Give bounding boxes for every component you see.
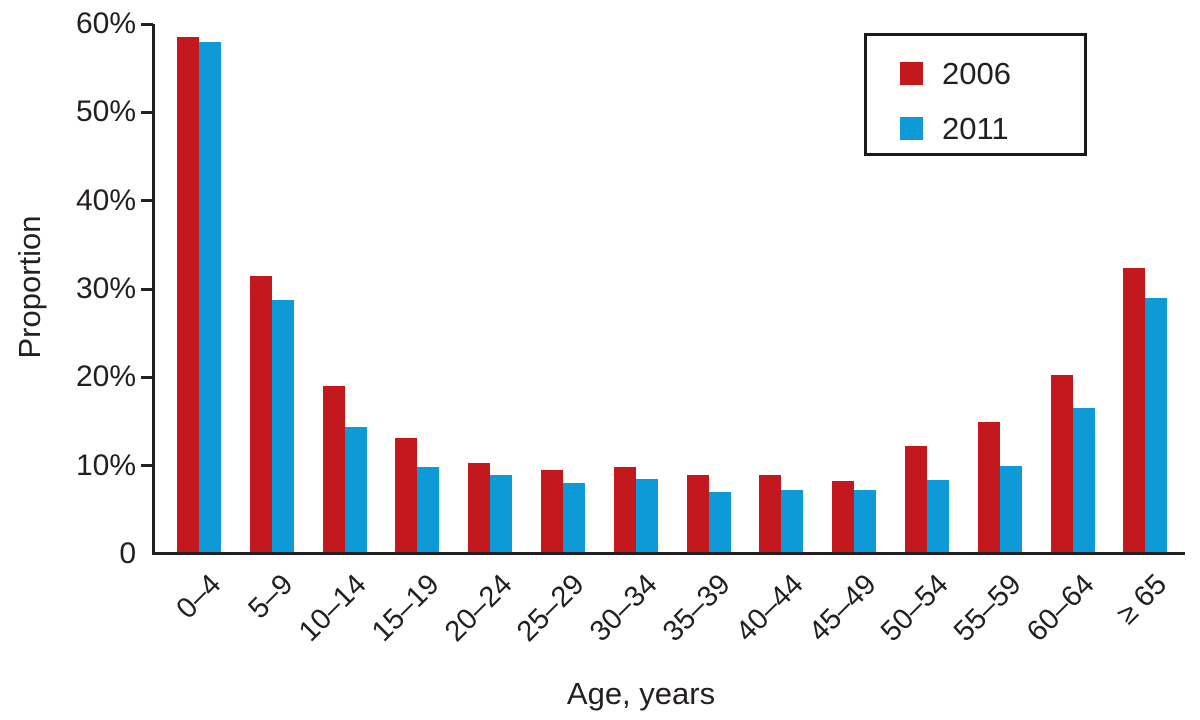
- y-tick-label-60: 60%: [75, 7, 136, 40]
- y-tick-40: [141, 199, 153, 203]
- x-tick-label-35–39: 35–39: [656, 568, 737, 648]
- y-tick-10: [141, 464, 153, 468]
- bar-2011-≥ 65: [1145, 297, 1168, 554]
- y-tick-label-10: 10%: [75, 448, 136, 482]
- x-tick-label-50–54: 50–54: [875, 568, 955, 648]
- x-tick-label-40–44: 40–44: [729, 568, 810, 648]
- x-tick-label-10–14: 10–14: [292, 568, 373, 648]
- legend-label-2006: 2006: [942, 55, 1011, 91]
- bar-2011-0–4: [199, 41, 221, 554]
- y-tick-label-30: 30%: [75, 272, 136, 305]
- legend-swatch-2011: [900, 116, 923, 140]
- bar-2006-30–34: [613, 467, 636, 554]
- x-axis-title: Age, years: [566, 676, 716, 711]
- x-tick-label-0–4: 0–4: [170, 568, 227, 626]
- y-tick-30: [141, 287, 153, 291]
- x-tick-label-≥ 65: ≥ 65: [1110, 568, 1174, 631]
- y-axis-line: [152, 24, 155, 555]
- y-tick-label-0: 0: [119, 537, 136, 570]
- y-tick-60: [141, 22, 153, 26]
- bar-2011-5–9: [271, 300, 294, 554]
- bar-2011-60–64: [1072, 408, 1095, 554]
- legend-item-2006: 2006: [900, 51, 1084, 95]
- x-tick-label-60–64: 60–64: [1020, 568, 1101, 648]
- bar-2011-10–14: [344, 426, 367, 554]
- bar-2006-10–14: [322, 386, 345, 554]
- bar-2006-0–4: [177, 37, 199, 554]
- bar-2006-40–44: [759, 475, 782, 554]
- y-tick-50: [141, 110, 153, 114]
- bar-2011-50–54: [927, 479, 949, 554]
- bar-2011-15–19: [417, 466, 440, 554]
- x-tick-label-55–59: 55–59: [948, 568, 1028, 648]
- bar-2006-35–39: [686, 475, 709, 554]
- x-tick-label-5–9: 5–9: [242, 568, 300, 626]
- bar-2006-45–49: [832, 480, 855, 554]
- bar-2011-40–44: [781, 489, 804, 554]
- bar-2011-55–59: [999, 465, 1022, 554]
- x-tick-label-15–19: 15–19: [365, 568, 446, 648]
- y-tick-20: [141, 375, 153, 379]
- legend-swatch-2006: [900, 61, 923, 85]
- legend-item-2011: 2011: [900, 106, 1084, 150]
- bar-2006-50–54: [905, 446, 927, 554]
- bar-2011-30–34: [635, 478, 658, 554]
- bar-2006-15–19: [395, 438, 418, 554]
- bar-2011-35–39: [708, 492, 731, 554]
- x-axis-line: [152, 552, 1185, 555]
- y-tick-label-40: 40%: [75, 183, 136, 217]
- bar-2006-55–59: [977, 421, 1000, 554]
- x-tick-label-45–49: 45–49: [802, 568, 883, 648]
- x-tick-label-20–24: 20–24: [438, 568, 519, 648]
- bar-2006-5–9: [249, 275, 272, 554]
- y-tick-label-20: 20%: [75, 360, 136, 394]
- legend-label-2011: 2011: [942, 110, 1009, 146]
- legend: 2006 2011: [864, 33, 1087, 156]
- bar-2011-25–29: [563, 483, 585, 554]
- x-tick-label-25–29: 25–29: [511, 568, 591, 648]
- bar-2006-25–29: [541, 470, 563, 554]
- bar-2011-45–49: [854, 490, 877, 554]
- bar-2011-20–24: [490, 474, 513, 554]
- x-tick-label-30–34: 30–34: [584, 568, 664, 648]
- bar-2006-60–64: [1050, 374, 1073, 554]
- bar-2006-20–24: [468, 463, 491, 554]
- y-tick-label-50: 50%: [75, 95, 136, 129]
- bar-2006-≥ 65: [1123, 267, 1146, 554]
